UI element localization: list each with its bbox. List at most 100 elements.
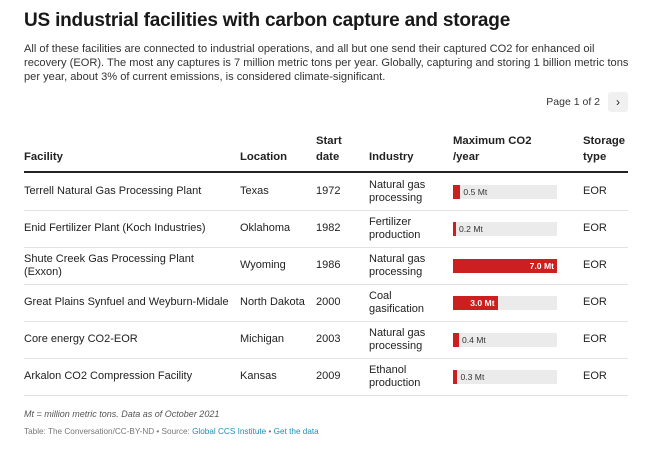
- industry-cell: Natural gas processing: [369, 173, 447, 210]
- location-cell-text: Texas: [240, 185, 269, 198]
- location-cell: Texas: [240, 173, 310, 210]
- column-header-industry[interactable]: Industry: [369, 151, 414, 163]
- co2-bar-cell: 3.0 Mt: [453, 284, 565, 321]
- location-cell: Michigan: [240, 321, 310, 358]
- table-row: Great Plains Synfuel and Weyburn-Midale N…: [24, 284, 628, 322]
- table-row: Core energy CO2-EOR Michigan 2003 Natural g…: [24, 321, 628, 359]
- co2-bar-cell: 0.5 Mt: [453, 173, 565, 210]
- storage-type-cell: EOR: [583, 321, 628, 358]
- start-date-cell-text: 2000: [316, 296, 341, 309]
- column-header-start-date[interactable]: Start date: [316, 135, 342, 163]
- storage-type-cell-text: EOR: [583, 222, 607, 235]
- chevron-right-icon: ›: [616, 95, 620, 109]
- pagination: Page 1 of 2 ›: [546, 92, 628, 112]
- facility-cell-text: Enid Fertilizer Plant (Koch Industries): [24, 222, 206, 235]
- chart-title: US industrial facilities with carbon cap…: [24, 10, 511, 31]
- column-header-storage-type[interactable]: Storage type: [583, 135, 626, 163]
- co2-bar-track: 3.0 Mt: [453, 295, 557, 310]
- source-line: Table: The Conversation/CC-BY-ND • Sourc…: [24, 427, 319, 436]
- location-cell: North Dakota: [240, 284, 310, 321]
- storage-type-cell-text: EOR: [583, 296, 607, 309]
- industry-cell: Natural gas processing: [369, 247, 447, 284]
- industry-cell-text: Natural gas processing: [369, 253, 426, 278]
- page-indicator: Page 1 of 2: [546, 96, 600, 108]
- next-page-button[interactable]: ›: [608, 92, 628, 112]
- industry-cell-text: Ethanol production: [369, 364, 421, 389]
- location-cell: Oklahoma: [240, 210, 310, 247]
- co2-bar-track: 0.5 Mt: [453, 184, 557, 199]
- storage-type-cell-text: EOR: [583, 370, 607, 383]
- facility-cell-text: Terrell Natural Gas Processing Plant: [24, 185, 202, 198]
- footnote: Mt = million metric tons. Data as of Oct…: [24, 409, 220, 419]
- co2-bar-cell: 0.4 Mt: [453, 321, 565, 358]
- location-cell-text: Kansas: [240, 370, 277, 383]
- co2-bar-label: 0.5 Mt: [463, 186, 488, 197]
- start-date-cell-text: 1972: [316, 185, 341, 198]
- location-cell-text: Oklahoma: [240, 222, 291, 235]
- co2-bar: [453, 295, 498, 310]
- industry-cell-text: Natural gas processing: [369, 179, 426, 204]
- start-date-cell-text: 1982: [316, 222, 341, 235]
- industry-cell-text: Coal gasification: [369, 290, 425, 315]
- table-row: Shute Creek Gas Processing Plant (Exxon)…: [24, 247, 628, 285]
- co2-bar-label: 0.4 Mt: [461, 334, 486, 345]
- column-header-facility[interactable]: Facility: [24, 151, 63, 163]
- source-prefix: Table: The Conversation/CC-BY-ND • Sourc…: [24, 427, 193, 436]
- table-row: Enid Fertilizer Plant (Koch Industries) O…: [24, 210, 628, 248]
- industry-cell: Natural gas processing: [369, 321, 447, 358]
- location-cell-text: Wyoming: [240, 259, 286, 272]
- storage-type-cell-text: EOR: [583, 259, 607, 272]
- facility-cell: Terrell Natural Gas Processing Plant: [24, 173, 234, 210]
- start-date-cell: 1972: [316, 173, 366, 210]
- start-date-cell: 2009: [316, 358, 366, 395]
- storage-type-cell-text: EOR: [583, 333, 607, 346]
- storage-type-cell: EOR: [583, 247, 628, 284]
- facility-cell-text: Great Plains Synfuel and Weyburn-Midale: [24, 296, 229, 309]
- facility-cell: Great Plains Synfuel and Weyburn-Midale: [24, 284, 234, 321]
- co2-bar-track: 7.0 Mt: [453, 258, 557, 273]
- co2-bar: [453, 369, 458, 384]
- co2-bar-label: 3.0 Mt: [470, 297, 495, 308]
- co2-bar: [453, 332, 459, 347]
- co2-bar-cell: 0.3 Mt: [453, 358, 565, 395]
- facility-cell: Shute Creek Gas Processing Plant (Exxon): [24, 247, 234, 284]
- storage-type-cell: EOR: [583, 284, 628, 321]
- column-header-max-co2[interactable]: Maximum CO2 /year: [453, 135, 532, 163]
- co2-bar-track: 0.4 Mt: [453, 332, 557, 347]
- location-cell: Wyoming: [240, 247, 310, 284]
- start-date-cell: 2000: [316, 284, 366, 321]
- location-cell-text: Michigan: [240, 333, 285, 346]
- table-row: Arkalon CO2 Compression Facility Kansas 20…: [24, 358, 628, 396]
- facility-cell: Enid Fertilizer Plant (Koch Industries): [24, 210, 234, 247]
- storage-type-cell: EOR: [583, 358, 628, 395]
- co2-bar-label: 0.3 Mt: [460, 371, 485, 382]
- start-date-cell-text: 2003: [316, 333, 341, 346]
- start-date-cell: 2003: [316, 321, 366, 358]
- co2-bar: [453, 184, 461, 199]
- storage-type-cell-text: EOR: [583, 185, 607, 198]
- source-separator: •: [266, 427, 274, 436]
- co2-bar-label: 7.0 Mt: [529, 260, 554, 271]
- facility-cell: Core energy CO2-EOR: [24, 321, 234, 358]
- co2-bar-track: 0.2 Mt: [453, 221, 557, 236]
- start-date-cell-text: 2009: [316, 370, 341, 383]
- location-cell-text: North Dakota: [240, 296, 305, 309]
- storage-type-cell: EOR: [583, 210, 628, 247]
- facility-cell: Arkalon CO2 Compression Facility: [24, 358, 234, 395]
- table-row: Terrell Natural Gas Processing Plant Texa…: [24, 173, 628, 211]
- get-data-link[interactable]: Get the data: [273, 427, 319, 436]
- column-header-location[interactable]: Location: [240, 151, 288, 163]
- co2-bar-track: 0.3 Mt: [453, 369, 557, 384]
- industry-cell: Ethanol production: [369, 358, 447, 395]
- chart-description: All of these facilities are connected to…: [24, 43, 629, 83]
- industry-cell: Fertilizer production: [369, 210, 447, 247]
- co2-bar: [453, 221, 456, 236]
- facility-cell-text: Core energy CO2-EOR: [24, 333, 138, 346]
- start-date-cell: 1986: [316, 247, 366, 284]
- facility-cell-text: Shute Creek Gas Processing Plant (Exxon): [24, 253, 194, 278]
- source-link[interactable]: Global CCS Institute: [192, 427, 267, 436]
- start-date-cell: 1982: [316, 210, 366, 247]
- co2-bar-cell: 0.2 Mt: [453, 210, 565, 247]
- header-divider: [24, 171, 628, 173]
- co2-bar-label: 0.2 Mt: [459, 223, 483, 234]
